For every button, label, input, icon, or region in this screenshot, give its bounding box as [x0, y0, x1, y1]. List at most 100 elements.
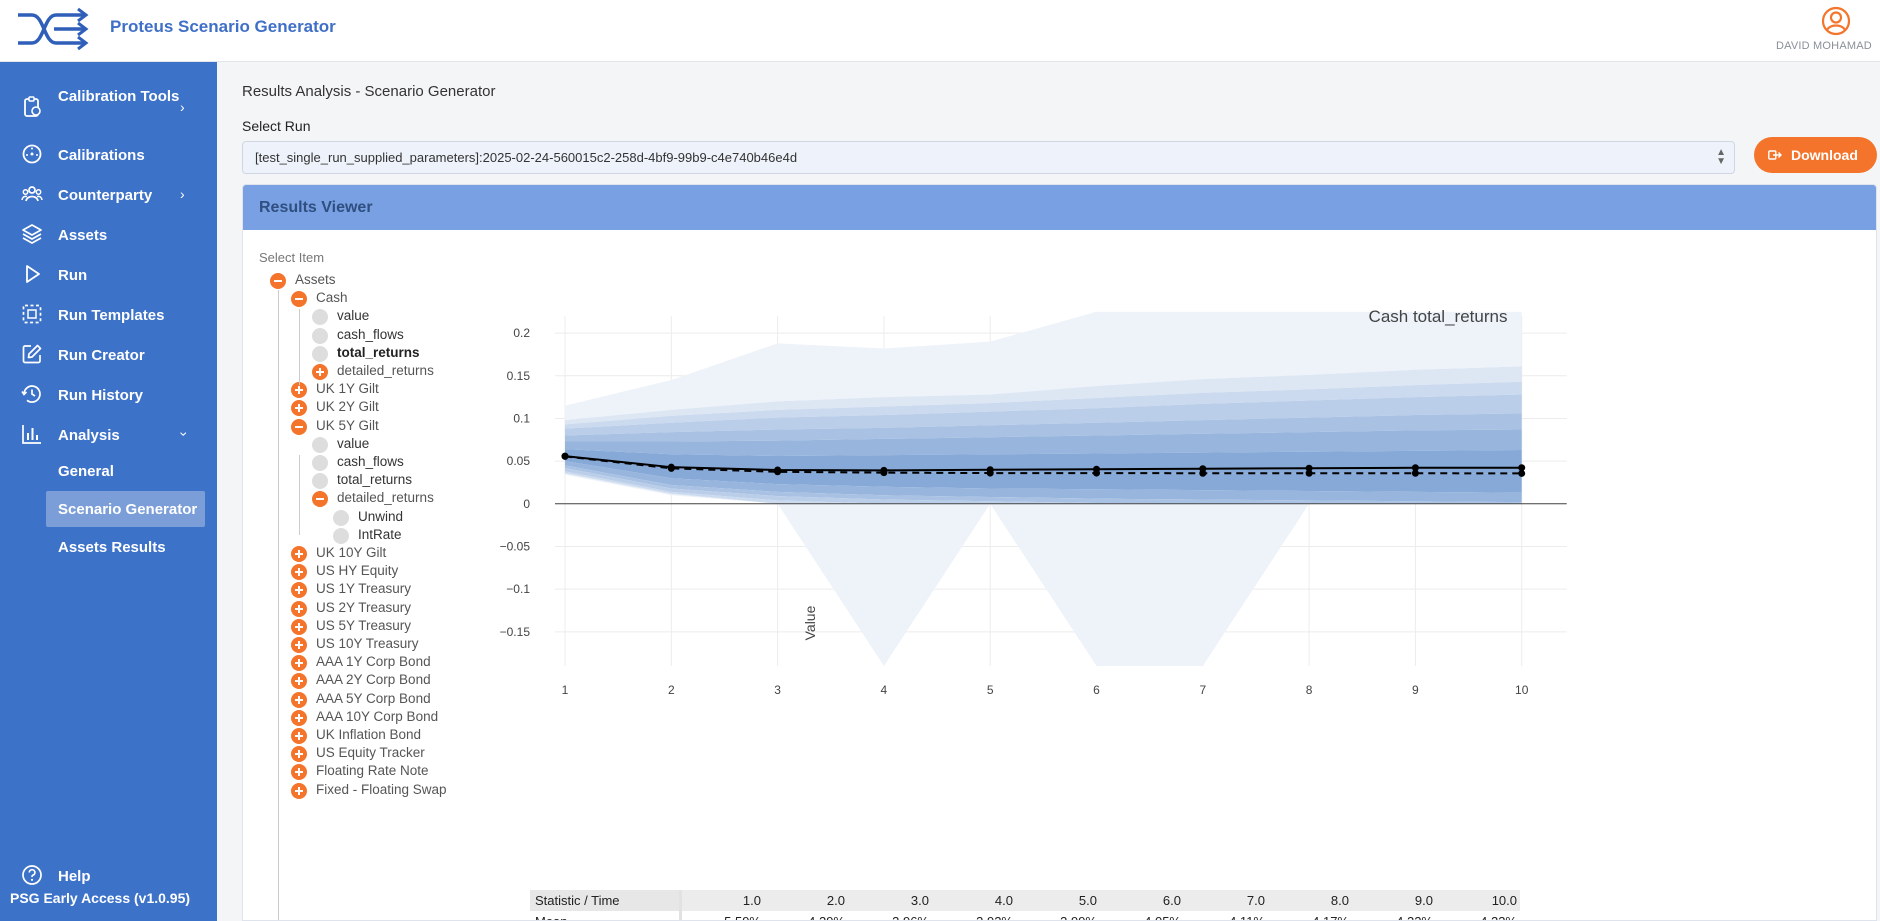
expand-icon[interactable] [291, 709, 307, 726]
sidebar-item-label: Analysis [58, 427, 120, 444]
collapse-icon[interactable] [291, 291, 307, 308]
sidebar: Calibration Tools › Calibrations Counter… [0, 62, 217, 921]
expand-icon[interactable] [291, 746, 307, 763]
table-cell: 3.96% [848, 911, 932, 920]
percentile-band [565, 429, 1522, 456]
sidebar-item-label: Run Creator [58, 347, 145, 364]
x-tick-label: 8 [1306, 683, 1313, 697]
user-name: DAVID MOHAMAD [1776, 40, 1872, 52]
results-chart[interactable]: 0.2 0.15 0.1 0.05 0 −0.05 −0.1 −0.15 1 2 3 4 5 6 7 8 9 10… [483, 230, 1877, 790]
table-cell: 4.29% [764, 911, 848, 920]
expand-icon[interactable] [291, 728, 307, 744]
table-cell: 3.92% [932, 911, 1016, 920]
clipboard-icon [24, 96, 41, 117]
sidebar-item-run-templates[interactable]: Run Templates [0, 298, 217, 330]
sidebar-item-assets[interactable]: Assets [0, 218, 217, 250]
tree-node-label: AAA 2Y Corp Bond [316, 672, 431, 688]
main-content: Results Analysis - Scenario Generator Se… [217, 62, 1880, 921]
select-item-label: Select Item [259, 250, 325, 265]
expand-icon[interactable] [291, 782, 307, 799]
median-line [564, 455, 1522, 475]
sidebar-item-run[interactable]: Run [0, 258, 217, 290]
x-tick-label: 7 [1199, 683, 1206, 697]
median-point [1518, 469, 1526, 477]
x-tick-label: 9 [1412, 683, 1419, 697]
median-point [880, 469, 888, 477]
expand-icon[interactable] [291, 673, 307, 690]
sidebar-subitem-label: Scenario Generator [58, 501, 198, 518]
table-header-cell: 2.0 [764, 890, 848, 911]
sidebar-item-label: Calibrations [58, 147, 145, 164]
download-button[interactable]: Download [1754, 137, 1877, 173]
table-cell: 4.11% [1184, 911, 1268, 920]
run-select[interactable]: [test_single_run_supplied_parameters]:20… [242, 141, 1735, 174]
x-tick-label: 6 [1093, 683, 1100, 697]
download-label: Download [1791, 147, 1858, 163]
user-menu[interactable]: DAVID MOHAMAD [1776, 6, 1880, 56]
tree-node-label: AAA 10Y Corp Bond [316, 708, 439, 724]
users-icon [21, 186, 43, 202]
expand-icon[interactable] [291, 618, 307, 635]
help-link[interactable]: Help [0, 859, 217, 891]
expand-icon[interactable] [291, 564, 307, 581]
y-tick-label: −0.05 [500, 539, 531, 553]
median-point [561, 452, 569, 460]
collapse-icon[interactable] [312, 491, 328, 508]
percentile-band [565, 366, 1522, 425]
expand-icon[interactable] [291, 764, 307, 781]
table-cell: 3.99% [1016, 911, 1100, 920]
expand-icon[interactable] [291, 600, 307, 617]
tree-node-label: value [337, 435, 370, 451]
sidebar-item-run-history[interactable]: Run History [0, 378, 217, 410]
sidebar-item-run-creator[interactable]: Run Creator [0, 338, 217, 370]
app-title: Proteus Scenario Generator [110, 17, 336, 36]
sidebar-item-analysis[interactable]: Analysis › [0, 418, 217, 450]
tree-connector [299, 309, 300, 385]
expand-icon[interactable] [291, 546, 307, 562]
percentile-band [565, 473, 1522, 666]
table-header-cell: 3.0 [848, 890, 932, 911]
user-avatar-icon [1821, 6, 1851, 36]
leaf-dot-icon [312, 345, 328, 362]
expand-icon[interactable] [291, 691, 307, 708]
sidebar-item-counterparty[interactable]: Counterparty › [0, 178, 217, 210]
table-header-cell: 8.0 [1268, 890, 1352, 911]
tree-node-label: Cash [316, 290, 348, 306]
sidebar-subitem-assets-results[interactable]: Assets Results [46, 529, 205, 565]
version-label: PSG Early Access (v1.0.95) [10, 890, 191, 906]
sidebar-item-calibration-tools[interactable]: Calibration Tools › [0, 84, 217, 130]
table-row: Mean5.59%4.29%3.96%3.92%3.99%4.05%4.11%4… [530, 911, 1520, 920]
y-tick-label: −0.1 [506, 582, 530, 596]
leaf-dot-icon [312, 455, 328, 471]
mean-line [564, 455, 1522, 472]
expand-icon[interactable] [291, 382, 307, 399]
template-icon [22, 304, 42, 324]
app-logo[interactable] [14, 7, 94, 56]
expand-icon[interactable] [291, 400, 307, 417]
collapse-icon[interactable] [291, 418, 307, 435]
median-point [1199, 469, 1207, 477]
top-bar: Proteus Scenario Generator DAVID MOHAMAD [0, 0, 1880, 62]
run-select-value: [test_single_run_supplied_parameters]:20… [255, 150, 798, 165]
median-point [1093, 469, 1100, 477]
expand-icon[interactable] [312, 364, 328, 380]
tree-node-label: detailed_returns [337, 490, 434, 506]
expand-icon[interactable] [291, 582, 307, 599]
x-tick-label: 4 [881, 683, 888, 697]
expand-icon[interactable] [291, 637, 307, 653]
sidebar-item-label: Run [58, 267, 88, 284]
results-viewer: Results Viewer Select Item Assets Cash val… [242, 184, 1877, 921]
chart-title: Cash total_returns [1369, 307, 1508, 326]
x-tick-label: 10 [1515, 683, 1529, 697]
sidebar-subitem-general[interactable]: General [46, 453, 205, 489]
tree-node-label: UK Inflation Bond [316, 727, 422, 742]
sidebar-item-calibrations[interactable]: Calibrations [0, 138, 217, 170]
mean-point [1305, 464, 1313, 472]
collapse-icon[interactable] [270, 273, 286, 289]
page-title: Results Analysis - Scenario Generator [242, 83, 496, 100]
leaf-dot-icon [312, 473, 328, 490]
percentile-band [565, 311, 1522, 421]
sidebar-subitem-scenario-generator[interactable]: Scenario Generator [46, 491, 205, 527]
tree-node-label: value [337, 308, 370, 324]
expand-icon[interactable] [291, 655, 307, 672]
